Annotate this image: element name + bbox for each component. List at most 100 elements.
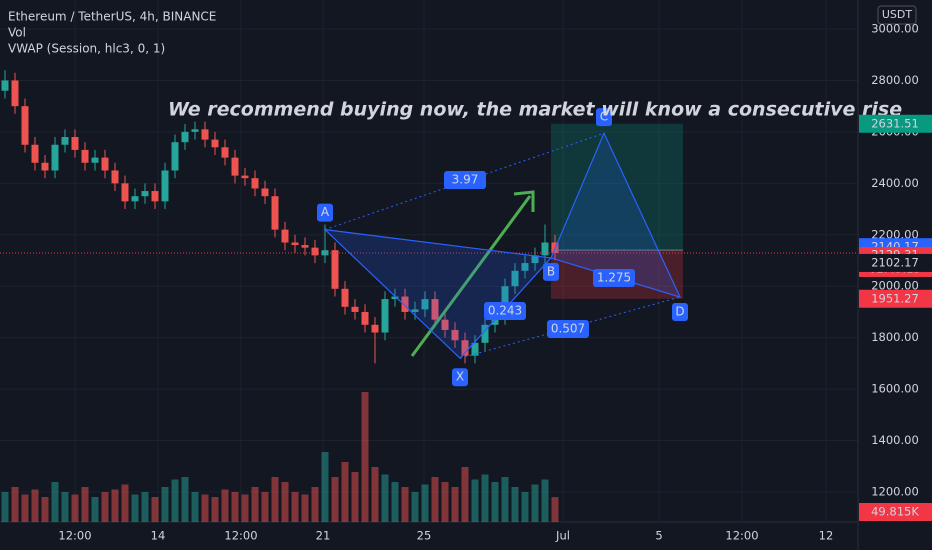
currency: USDT [882, 8, 913, 21]
x-tick-label: 12:00 [58, 529, 91, 543]
volume-last-label-box [859, 503, 932, 521]
vwap-price-label-box [859, 253, 932, 272]
candle-body [221, 147, 229, 158]
candle-body [11, 80, 19, 107]
candle-body [471, 342, 479, 356]
symbol-title: Ethereum / TetherUS, 4h, BINANCE [8, 10, 216, 24]
candle-body [101, 157, 109, 171]
candle-body [241, 175, 249, 179]
pattern-ratio-line [324, 132, 605, 231]
candle-body [541, 242, 549, 256]
candle-body [201, 129, 209, 140]
pattern-point-label-box [452, 368, 468, 387]
x-tick-label: 5 [655, 529, 662, 543]
candle-body [281, 229, 289, 243]
candle-body [361, 311, 369, 325]
target-price-label-box [859, 114, 932, 133]
vwap-price-label: 2102.17 [871, 255, 919, 269]
volume-bar [331, 477, 339, 522]
pattern-point-label: C [600, 110, 608, 124]
pattern-point-label-box [317, 203, 333, 222]
trend-arrow [410, 195, 532, 357]
volume-bar [301, 494, 309, 522]
candle-body [131, 196, 139, 202]
stop-price-label: 1951.27 [871, 291, 919, 305]
volume-bar [271, 477, 279, 522]
x-tick-label: 12 [819, 529, 834, 543]
volume-bar [351, 472, 359, 522]
volume-bar [421, 484, 429, 522]
candle-body [231, 157, 239, 176]
volume-bar [161, 487, 169, 522]
volume-bar [431, 477, 439, 522]
candle-body [181, 131, 189, 143]
volume-bar [501, 477, 509, 522]
volume-bar [521, 492, 529, 522]
x-tick-label: 12:00 [224, 529, 257, 543]
volume-last-label: 49.815K [871, 505, 919, 519]
candle-body [61, 137, 69, 145]
candle-body [511, 270, 519, 287]
annotation: We recommend buying now, the market will… [168, 99, 902, 121]
currency-box[interactable] [877, 5, 917, 25]
candle-body [381, 299, 389, 333]
volume-bar [191, 492, 199, 522]
volume-bar [11, 487, 19, 522]
volume-bar [411, 492, 419, 522]
volume-bar [61, 492, 69, 522]
candle-body [1, 80, 9, 91]
candle-body [421, 299, 429, 310]
candle-body [271, 196, 279, 230]
candle-body [31, 144, 39, 163]
candle-body [331, 250, 339, 289]
volume-bar [541, 479, 549, 522]
x-tick-label: 12:00 [725, 529, 758, 543]
x-tick-label: 25 [417, 529, 432, 543]
volume-bar [261, 492, 269, 522]
volume-bar [321, 452, 329, 522]
y-tick-label: 1600.00 [871, 382, 919, 396]
candle-body [251, 178, 259, 189]
volume-bar [101, 492, 109, 522]
candle-body [431, 299, 439, 320]
y-tick-label: 2000.00 [871, 279, 919, 293]
stop-price-label-box [859, 289, 932, 308]
volume-bar [241, 494, 249, 522]
pattern-ratio-box [547, 320, 589, 338]
volume-bar [461, 467, 469, 522]
pattern-ratio: 0.243 [488, 304, 522, 318]
pattern-ratio-box [484, 302, 526, 320]
volume-bar [141, 492, 149, 522]
candle-body [261, 188, 269, 197]
volume-bar [441, 482, 449, 522]
y-tick-label: 2400.00 [871, 176, 919, 190]
candle-body [111, 170, 119, 184]
volume-bar [181, 477, 189, 522]
volume-bar [381, 474, 389, 522]
volume-bar [41, 497, 49, 522]
volume-bar [81, 487, 89, 522]
volume-bar [71, 494, 79, 522]
candle-body [491, 317, 499, 325]
volume-bar [531, 484, 539, 522]
candle-body [391, 296, 399, 300]
y-tick-label: 1800.00 [871, 330, 919, 344]
candle-body [401, 296, 409, 312]
candle-body [411, 309, 419, 312]
volume-bar [311, 487, 319, 522]
volume-bar [481, 474, 489, 522]
pattern-point-label-box [672, 303, 688, 322]
candle-body [441, 319, 449, 330]
pattern-point-label: D [675, 305, 684, 319]
indicator-vwap: VWAP (Session, hlc3, 0, 1) [8, 42, 165, 56]
candle-body [51, 144, 59, 171]
y-tick-label: 2800.00 [871, 73, 919, 87]
volume-bar [451, 487, 459, 522]
candle-body [81, 149, 89, 163]
pattern-ratio: 1.275 [597, 271, 631, 285]
volume-bar [51, 482, 59, 522]
indicator-vol: Vol [8, 26, 26, 40]
pattern-ratio: 3.97 [452, 173, 479, 187]
